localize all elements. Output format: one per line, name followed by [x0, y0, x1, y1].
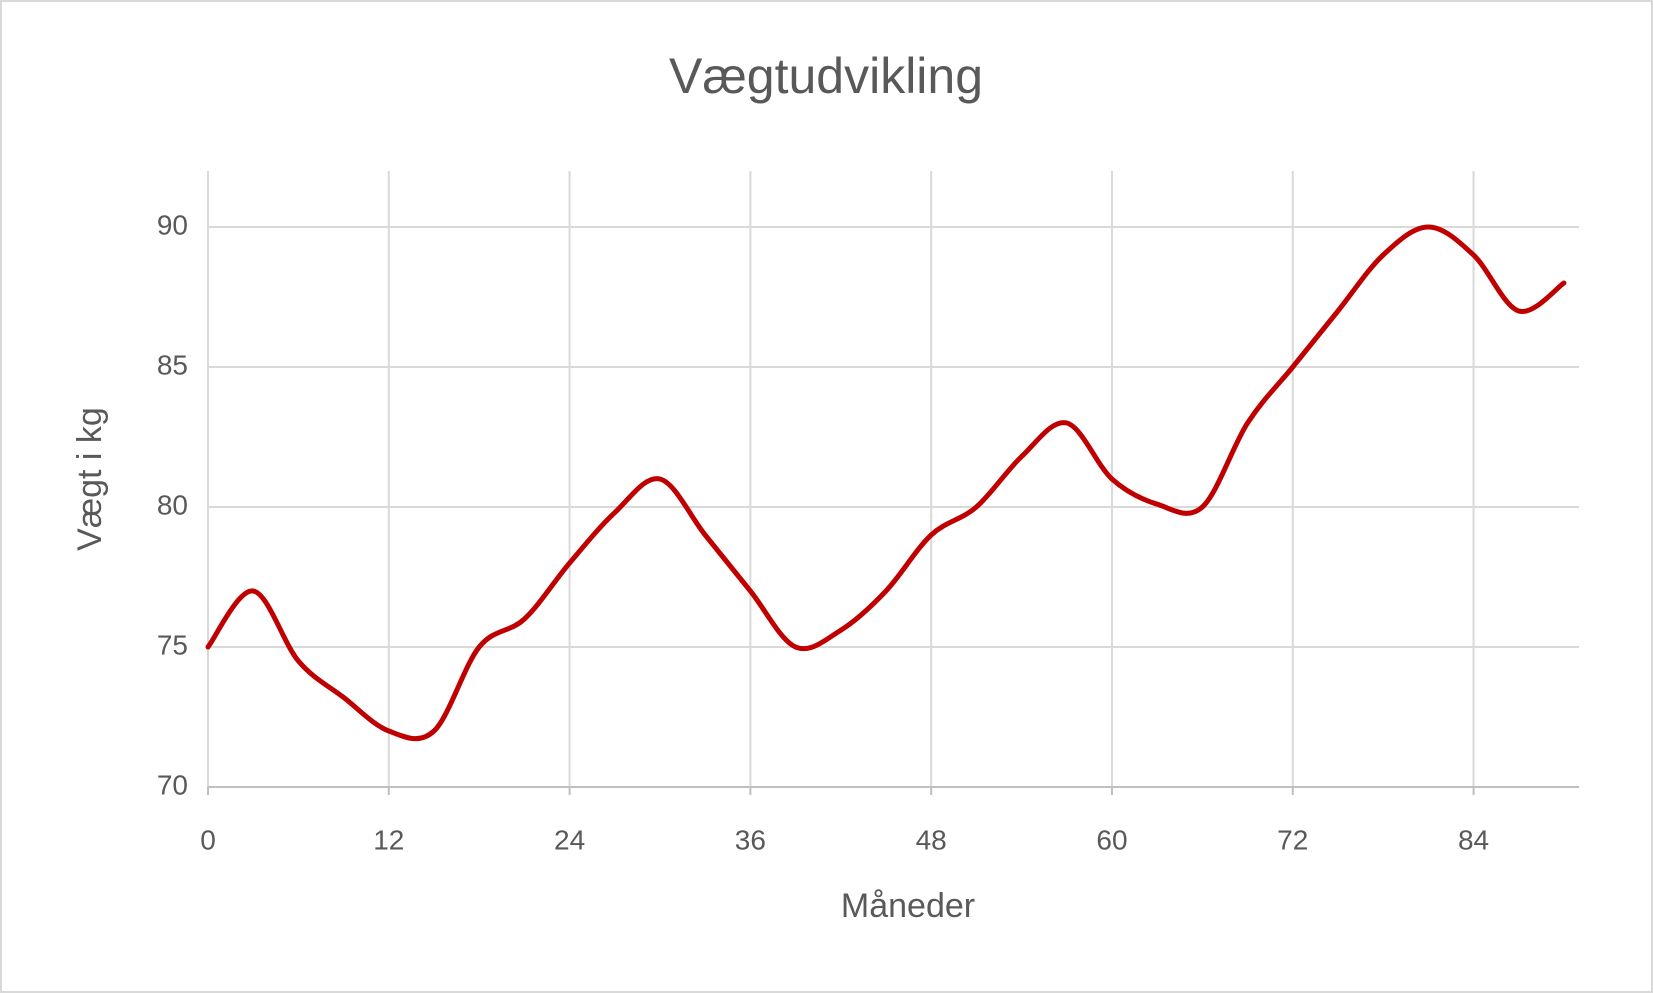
- x-tick-label: 24: [554, 824, 585, 855]
- y-tick-label: 80: [157, 489, 188, 520]
- chart-title: Vægtudvikling: [669, 48, 983, 104]
- x-tick-label: 48: [916, 824, 947, 855]
- x-tick-label: 60: [1096, 824, 1127, 855]
- x-axis-label: Måneder: [841, 887, 975, 925]
- x-tick-label: 0: [200, 824, 216, 855]
- x-tick-label: 36: [735, 824, 766, 855]
- y-tick-label: 75: [157, 629, 188, 660]
- y-tick-label: 70: [157, 769, 188, 800]
- y-tick-label: 85: [157, 349, 188, 380]
- y-tick-label: 90: [157, 209, 188, 240]
- y-axis-label: Vægt i kg: [71, 407, 109, 551]
- data-line: [205, 224, 1567, 742]
- x-tick-label: 12: [373, 824, 404, 855]
- x-tick-label: 84: [1458, 824, 1489, 855]
- x-tick-label: 72: [1277, 824, 1308, 855]
